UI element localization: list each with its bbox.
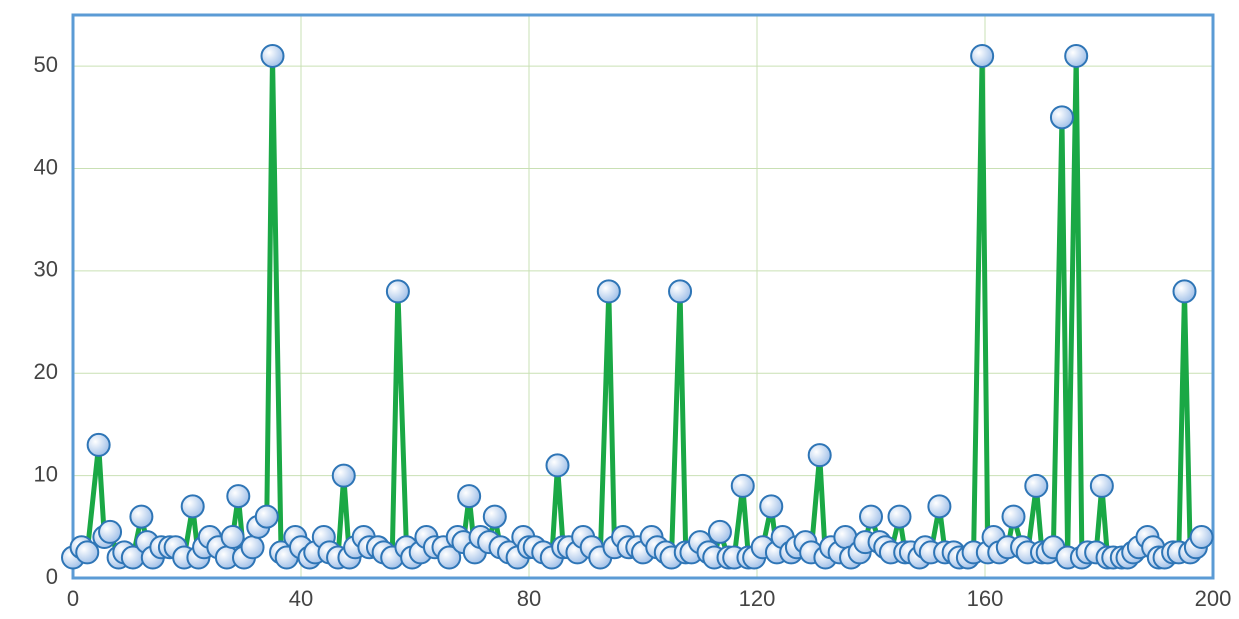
- x-tick-label: 80: [517, 586, 541, 611]
- data-point: [437, 545, 462, 570]
- y-tick-label: 40: [34, 154, 58, 179]
- data-point: [482, 504, 507, 529]
- data-point: [1049, 105, 1074, 130]
- data-point: [596, 279, 621, 304]
- y-tick-label: 20: [34, 359, 58, 384]
- data-point: [385, 279, 410, 304]
- data-point: [970, 43, 995, 68]
- data-point: [331, 463, 356, 488]
- data-point: [859, 504, 883, 529]
- data-point: [1089, 473, 1114, 498]
- data-point: [260, 43, 285, 68]
- data-point: [1172, 279, 1197, 304]
- plot-border: [71, 13, 1215, 580]
- data-point: [545, 453, 570, 478]
- data-point: [226, 484, 251, 509]
- data-point: [1024, 473, 1049, 498]
- data-point: [98, 519, 123, 544]
- data-point: [730, 473, 755, 498]
- data-point: [927, 494, 952, 519]
- data-point: [240, 535, 265, 560]
- data-point: [457, 484, 482, 509]
- data-point: [759, 494, 784, 519]
- data-point: [1001, 504, 1026, 529]
- y-tick-label: 0: [46, 564, 58, 589]
- data-point: [1064, 43, 1089, 68]
- y-tick-label: 10: [34, 461, 58, 486]
- data-point: [707, 519, 732, 544]
- data-point: [220, 525, 245, 550]
- x-tick-label: 120: [739, 586, 776, 611]
- data-point: [254, 504, 279, 529]
- x-tick-label: 200: [1195, 586, 1232, 611]
- data-point: [129, 504, 154, 529]
- y-tick-label: 30: [34, 257, 58, 282]
- data-point: [668, 279, 693, 304]
- y-tick-label: 50: [34, 52, 58, 77]
- data-point: [86, 432, 111, 457]
- x-tick-label: 160: [967, 586, 1004, 611]
- x-tick-label: 40: [289, 586, 313, 611]
- data-point: [887, 504, 912, 529]
- data-point: [1189, 525, 1214, 550]
- data-point: [180, 494, 205, 519]
- data-point: [807, 443, 832, 468]
- x-tick-label: 0: [67, 586, 79, 611]
- data-point: [75, 540, 100, 565]
